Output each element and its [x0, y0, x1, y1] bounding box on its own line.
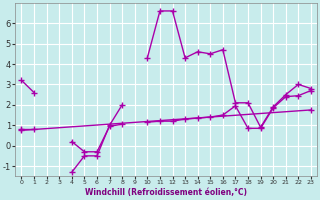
X-axis label: Windchill (Refroidissement éolien,°C): Windchill (Refroidissement éolien,°C) — [85, 188, 247, 197]
